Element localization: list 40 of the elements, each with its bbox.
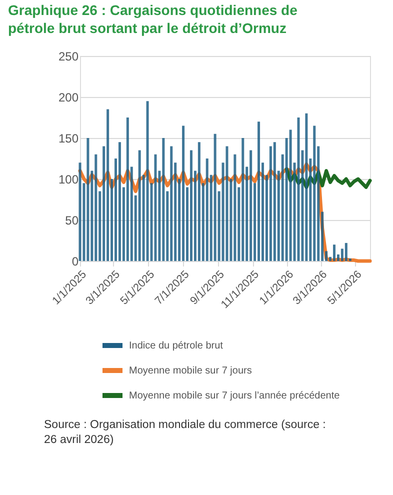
y-tick-label: 100 (58, 172, 79, 186)
legend-label: Moyenne mobile sur 7 jours l’année précédente (129, 390, 340, 402)
y-tick-label: 150 (58, 132, 79, 146)
bar (94, 154, 98, 261)
bar (118, 142, 121, 261)
bar (146, 101, 149, 261)
bar (332, 244, 336, 261)
bar (106, 109, 110, 261)
legend-label: Indice du pétrole brut (129, 340, 224, 352)
bar (226, 146, 228, 261)
bar (206, 158, 208, 261)
bar (234, 154, 236, 261)
bar (250, 150, 252, 261)
bar (162, 138, 165, 261)
bar (313, 126, 316, 261)
bar (190, 150, 192, 261)
y-tick-label: 0 (72, 254, 79, 268)
bar (170, 146, 173, 261)
bar (242, 138, 244, 261)
y-tick-label: 50 (65, 214, 79, 228)
bar (138, 150, 141, 261)
bar (154, 154, 157, 261)
bar (126, 118, 129, 261)
bar (258, 122, 260, 261)
bar (305, 113, 308, 261)
bar (78, 162, 82, 261)
y-tick-label: 250 (58, 50, 79, 64)
bar (297, 118, 300, 261)
bar (269, 146, 272, 261)
bar (86, 138, 90, 261)
legend-label: Moyenne mobile sur 7 jours (129, 366, 252, 376)
bar (198, 142, 200, 261)
bar (289, 130, 292, 261)
source-note: Source : Organisation mondiale du commerce (source : 26 avril 2026) (44, 419, 326, 446)
bar (273, 142, 276, 261)
bar (214, 134, 216, 261)
chart-title: Graphique 26 : Cargaisons quotidiennes de pétrole brut sortant par le détroit d’Ormuz (8, 2, 298, 36)
bar (344, 242, 348, 261)
bar (182, 126, 185, 261)
y-tick-label: 200 (58, 90, 79, 104)
